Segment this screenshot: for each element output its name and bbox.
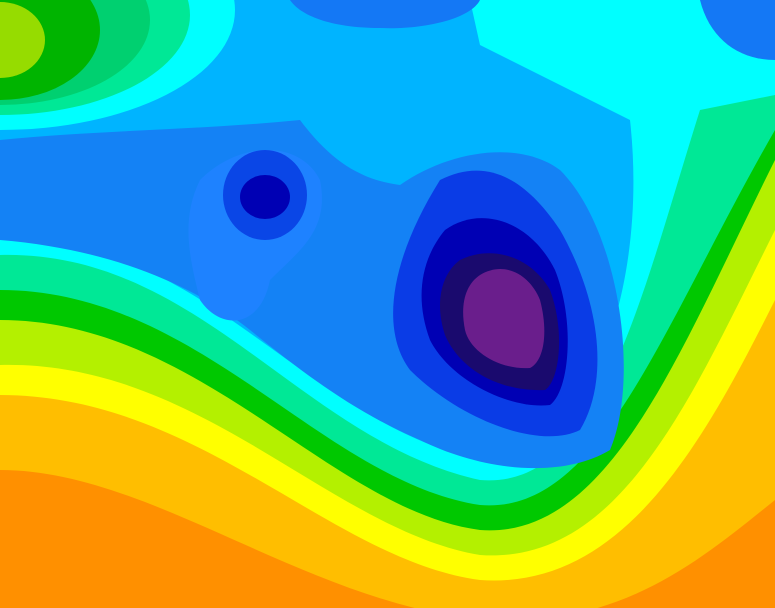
corner-yellow-green [0,2,45,78]
blob-right-center [463,269,545,369]
blob-blue-corner [700,0,775,60]
blob-left-center [240,175,290,219]
blob-blue-top [290,0,480,29]
